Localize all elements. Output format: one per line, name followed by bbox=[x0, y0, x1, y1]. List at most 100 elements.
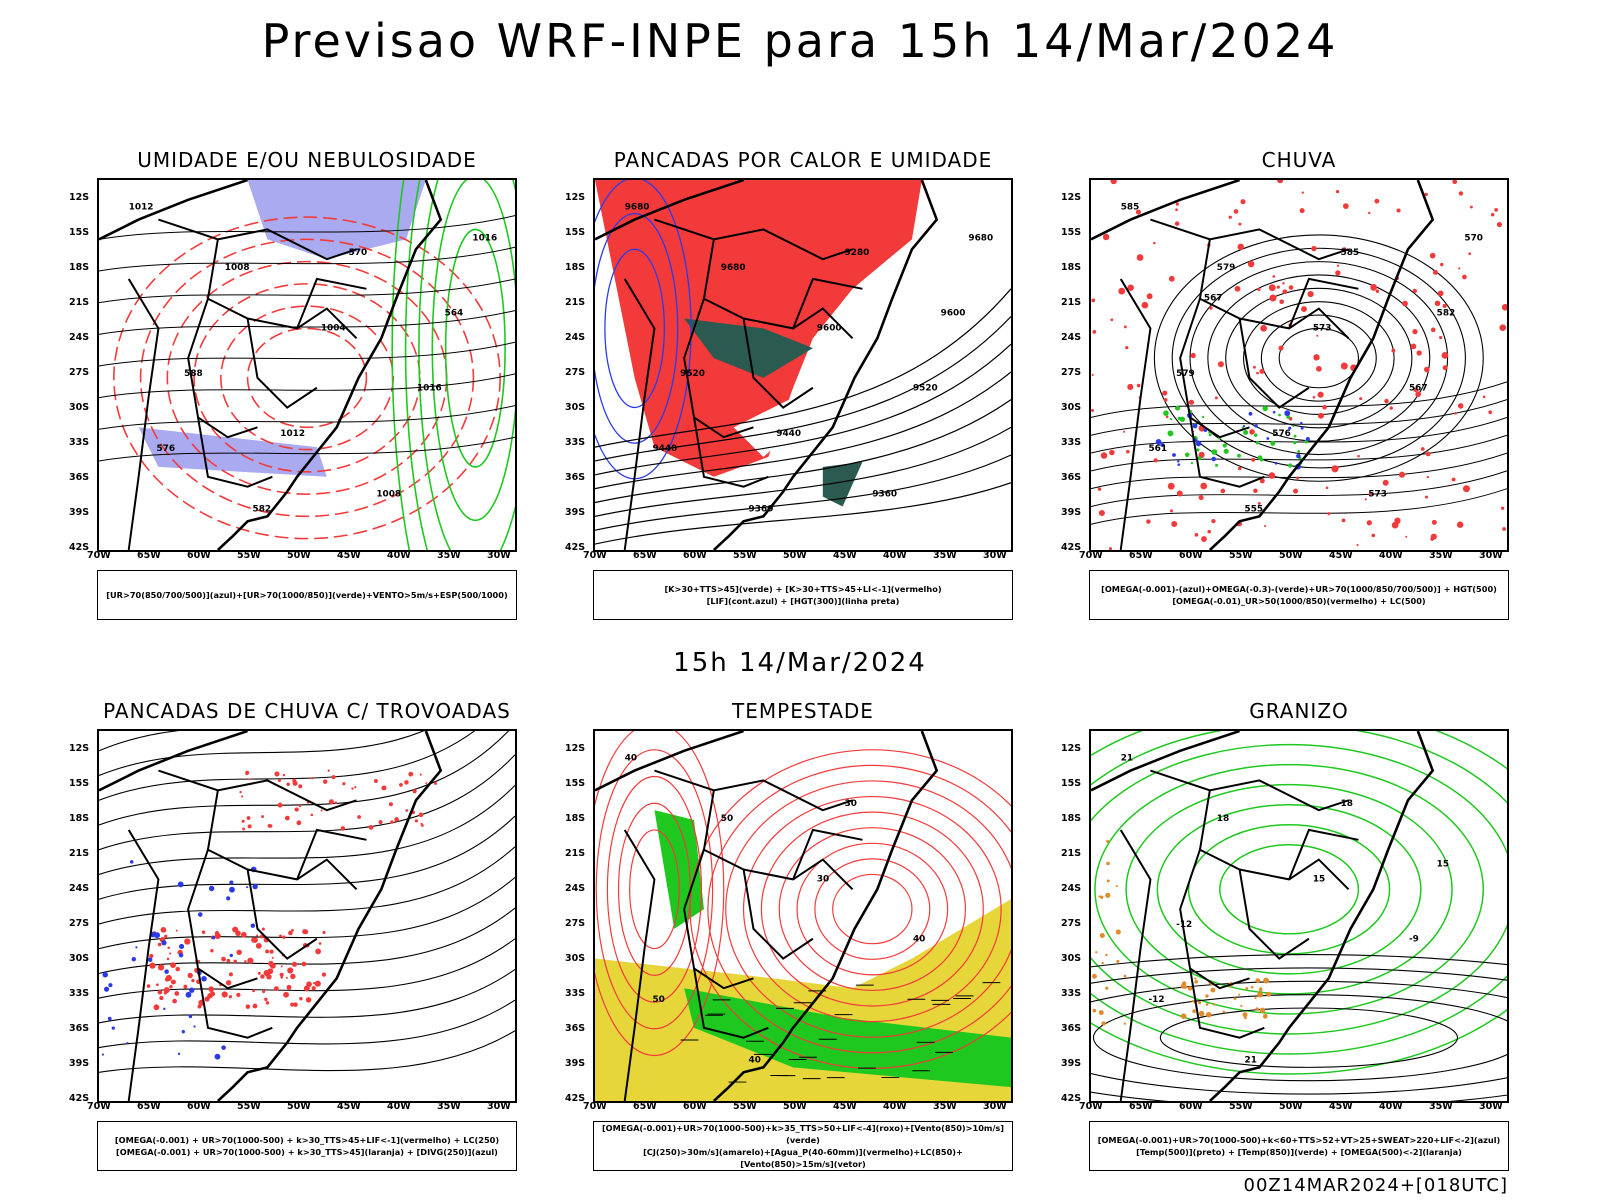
field-blob bbox=[1248, 411, 1253, 416]
field-blob bbox=[1184, 452, 1190, 458]
field-blob bbox=[1110, 180, 1117, 185]
streamline bbox=[99, 999, 515, 1049]
field-blob bbox=[1135, 209, 1141, 215]
field-blob bbox=[1426, 475, 1429, 479]
field-blob bbox=[228, 972, 233, 977]
field-blob bbox=[1316, 365, 1322, 372]
coastline bbox=[99, 731, 443, 1101]
field-blob bbox=[1197, 456, 1202, 461]
streamline bbox=[99, 731, 180, 752]
contour-line bbox=[1225, 287, 1413, 429]
lon-tick: 55W bbox=[733, 550, 757, 561]
contour-line bbox=[796, 842, 949, 976]
field-blob bbox=[208, 885, 215, 892]
field-blob bbox=[1215, 463, 1219, 467]
streamline bbox=[99, 1030, 515, 1073]
field-blob bbox=[291, 928, 294, 932]
field-blob bbox=[1259, 478, 1265, 484]
field-blob bbox=[235, 930, 241, 937]
field-blob bbox=[1167, 482, 1175, 490]
field-blob bbox=[1263, 977, 1269, 984]
hgt-contour bbox=[595, 454, 1011, 531]
lon-tick: 50W bbox=[783, 550, 807, 561]
contour-label: 9520 bbox=[913, 384, 938, 394]
lat-tick: 39S bbox=[565, 507, 586, 518]
field-blob bbox=[404, 780, 409, 785]
hgt-contour bbox=[595, 316, 1011, 462]
field-blob bbox=[279, 972, 284, 977]
field-blob bbox=[1356, 544, 1359, 547]
contour-line bbox=[1125, 783, 1453, 995]
field-blob bbox=[197, 959, 201, 963]
streamline bbox=[99, 938, 515, 999]
field-blob bbox=[305, 997, 312, 1003]
field-blob bbox=[1233, 997, 1237, 1001]
field-blob bbox=[1198, 495, 1204, 501]
lon-tick: 65W bbox=[633, 1101, 657, 1112]
field-blob bbox=[1442, 303, 1447, 308]
field-blob bbox=[266, 974, 272, 980]
main-title: Previsao WRF-INPE para 15h 14/Mar/2024 bbox=[261, 14, 1339, 68]
field-blob bbox=[1482, 395, 1486, 399]
field-blob bbox=[282, 773, 286, 777]
field-blob bbox=[1098, 1010, 1104, 1016]
field-blob bbox=[1127, 284, 1134, 291]
field-blob bbox=[1277, 180, 1284, 184]
field-blob bbox=[311, 776, 314, 780]
field-blob bbox=[1265, 992, 1268, 996]
field-blob bbox=[245, 1004, 251, 1009]
contour-line bbox=[595, 731, 725, 1057]
field-blob bbox=[1238, 222, 1242, 226]
contour-label: 1016 bbox=[417, 384, 442, 394]
field-blob bbox=[1288, 463, 1293, 468]
legend-line: [OMEGA(-0.01)_UR>50(1000/850)(vermelho) … bbox=[1172, 596, 1426, 606]
lat-tick: 42S bbox=[69, 1093, 90, 1104]
field-blob bbox=[1501, 303, 1507, 311]
country-border bbox=[206, 239, 358, 339]
country-border bbox=[158, 769, 357, 812]
field-blob bbox=[1123, 325, 1127, 329]
lon-tick: 35W bbox=[933, 1101, 957, 1112]
lat-tick: 12S bbox=[1061, 192, 1082, 203]
field-blob bbox=[314, 980, 321, 987]
map-panel: 1012 1008 1004 1016 576 582 570 564 588 1012 1008 1… bbox=[97, 178, 517, 552]
lon-tick: 40W bbox=[1379, 550, 1403, 561]
hgt-contour bbox=[595, 399, 1011, 504]
lat-tick: 12S bbox=[1061, 743, 1082, 754]
field-blob bbox=[1255, 1007, 1259, 1011]
field-blob bbox=[418, 812, 424, 818]
field-blob bbox=[408, 771, 414, 777]
field-blob bbox=[161, 940, 167, 946]
field-blob bbox=[164, 977, 170, 982]
field-blob bbox=[1188, 399, 1195, 405]
contour-label: 1012 bbox=[280, 429, 305, 439]
map-panel: 21 18 15 -9 -12 21 18 15 -12 bbox=[1089, 729, 1509, 1103]
lat-tick: 36S bbox=[565, 472, 586, 483]
field-blob bbox=[1109, 449, 1115, 456]
field-blob bbox=[1105, 986, 1109, 990]
field-blob bbox=[1110, 318, 1114, 322]
field-blob bbox=[1105, 953, 1108, 957]
field-blob bbox=[1240, 1004, 1243, 1008]
field-blob bbox=[1398, 471, 1406, 478]
country-border bbox=[654, 218, 853, 261]
field-blob bbox=[1194, 533, 1199, 537]
field-blob bbox=[146, 984, 151, 988]
streamline bbox=[99, 907, 515, 974]
panel-title: CHUVA bbox=[1261, 148, 1337, 172]
lat-tick: 15S bbox=[565, 227, 586, 238]
country-border bbox=[1150, 218, 1349, 261]
lat-tick: 27S bbox=[69, 367, 90, 378]
field-blob bbox=[321, 972, 327, 977]
country-border bbox=[206, 790, 358, 890]
field-blob bbox=[1175, 208, 1178, 212]
field-blob bbox=[226, 896, 231, 901]
field-blob bbox=[1208, 431, 1211, 434]
field-blob bbox=[287, 967, 294, 974]
field-blob bbox=[1194, 979, 1198, 984]
field-blob bbox=[236, 992, 241, 998]
lon-tick: 60W bbox=[187, 550, 211, 561]
lat-tick: 24S bbox=[565, 332, 586, 343]
field-blob bbox=[1163, 397, 1168, 402]
field-blob bbox=[248, 778, 251, 781]
